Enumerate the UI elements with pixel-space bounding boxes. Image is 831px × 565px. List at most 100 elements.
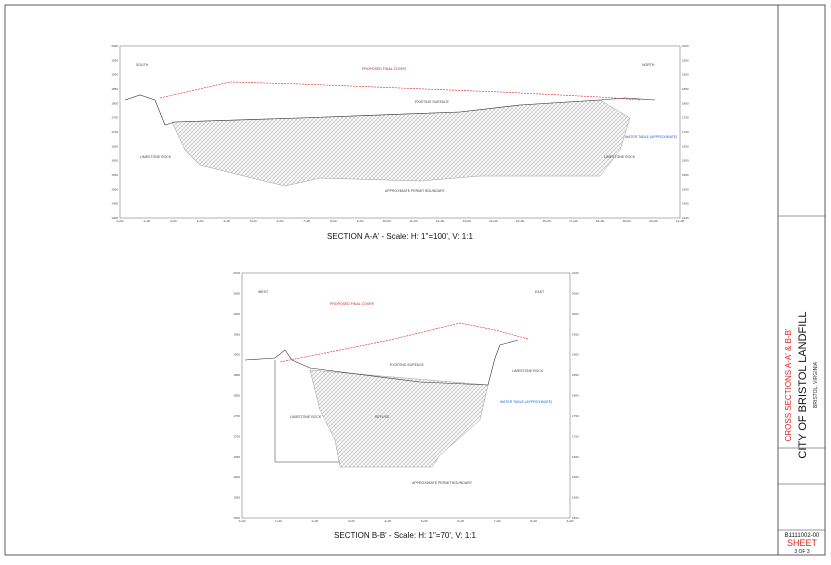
annotation: APPROXIMATE PERMIT BOUNDARY [385, 189, 446, 193]
elevation-label: 1500 [682, 187, 689, 191]
annotation: PROPOSED FINAL COVER [362, 67, 406, 71]
existing-surface [124, 94, 656, 126]
station-label: 9+00 [357, 219, 364, 223]
elevation-label: 1450 [111, 202, 118, 206]
sheet-border [4, 4, 826, 556]
station-label: 4+00 [384, 519, 391, 523]
elevation-label: 1500 [233, 516, 240, 520]
elevation-label: 1900 [111, 73, 118, 77]
elevation-label: 1800 [572, 394, 579, 398]
elevation-label: 1550 [572, 496, 579, 500]
station-label: 5+00 [421, 519, 428, 523]
station-label: 8+00 [530, 519, 537, 523]
annotation: PROPOSED FINAL COVER [330, 302, 374, 306]
direction-label: NORTH [642, 63, 655, 67]
elevation-label: 1650 [233, 455, 240, 459]
station-label: 6+00 [277, 219, 284, 223]
refuse-area [171, 99, 631, 187]
elevation-label: 1400 [111, 216, 118, 220]
elevation-label: 1950 [682, 58, 689, 62]
elevation-label: 1650 [572, 455, 579, 459]
elevation-label: 2100 [572, 271, 579, 275]
drawing-number: B1111002-00 [785, 533, 820, 539]
station-label: 8+00 [330, 219, 337, 223]
annotation: LIMESTONE ROCK [140, 155, 172, 159]
elevation-label: 1900 [682, 73, 689, 77]
elevation-label: 1950 [111, 58, 118, 62]
elevation-label: 1850 [572, 373, 579, 377]
station-label: 2+00 [170, 219, 177, 223]
elevation-label: 1750 [111, 116, 118, 120]
station-label: 7+00 [494, 519, 501, 523]
station-label: 20+00 [649, 219, 658, 223]
annotation: WATER TABLE (APPROXIMATE) [625, 135, 677, 139]
elevation-label: 1600 [233, 475, 240, 479]
direction-label: SOUTH [136, 63, 149, 67]
existing-surface [244, 339, 519, 386]
elevation-label: 2000 [682, 44, 689, 48]
elevation-label: 1800 [111, 101, 118, 105]
elevation-label: 1750 [682, 116, 689, 120]
station-label: 5+00 [250, 219, 257, 223]
sheet-number: 3 OF 3 [794, 549, 810, 555]
station-label: 9+00 [567, 519, 574, 523]
section-title: SECTION A-A' - Scale: H: 1"=100', V: 1:1 [327, 232, 473, 241]
elevation-label: 1700 [682, 130, 689, 134]
station-label: 1+00 [143, 219, 150, 223]
elevation-label: 1800 [233, 394, 240, 398]
annotation: LIMESTONE ROCK [290, 415, 322, 419]
station-label: 19+00 [622, 219, 631, 223]
elevation-label: 1800 [682, 101, 689, 105]
annotation: EXISTING SURFACE [390, 363, 425, 367]
station-label: 4+00 [223, 219, 230, 223]
refuse-area [309, 369, 489, 468]
direction-label: EAST [535, 290, 545, 294]
final-cover [279, 322, 529, 363]
elevation-label: 1550 [682, 173, 689, 177]
elevation-label: 2000 [233, 312, 240, 316]
station-label: 3+00 [348, 519, 355, 523]
elevation-label: 1950 [572, 332, 579, 336]
elevation-label: 2050 [233, 291, 240, 295]
elevation-label: 1550 [233, 496, 240, 500]
annotation: LIMESTONE ROCK [604, 155, 636, 159]
direction-label: WEST [258, 290, 269, 294]
final-cover [159, 81, 641, 101]
station-label: 13+00 [462, 219, 471, 223]
elevation-label: 1450 [682, 202, 689, 206]
annotation: REFUSE [375, 415, 390, 419]
station-label: 3+00 [197, 219, 204, 223]
elevation-label: 1850 [233, 373, 240, 377]
project-location: BRISTOL, VIRGINIA [813, 361, 819, 408]
annotation: EXISTING SURFACE [415, 100, 450, 104]
section-frame [241, 272, 571, 519]
station-label: 21+00 [676, 219, 685, 223]
drawing-title: CROSS SECTIONS A-A' & B-B' [784, 328, 793, 441]
project-name: CITY OF BRISTOL LANDFILL [797, 311, 809, 458]
elevation-label: 1850 [682, 87, 689, 91]
elevation-label: 1500 [111, 187, 118, 191]
station-label: 0+00 [239, 519, 246, 523]
elevation-label: 1700 [572, 434, 579, 438]
permit-boundary [274, 360, 340, 463]
elevation-label: 2050 [572, 291, 579, 295]
station-label: 15+00 [516, 219, 525, 223]
section-frame [119, 45, 681, 219]
station-label: 18+00 [596, 219, 605, 223]
elevation-label: 1700 [111, 130, 118, 134]
annotation: APPROXIMATE PERMIT BOUNDARY [412, 481, 473, 485]
elevation-label: 1700 [233, 434, 240, 438]
elevation-label: 1850 [111, 87, 118, 91]
sheet-label: SHEET [787, 538, 818, 548]
elevation-label: 1750 [572, 414, 579, 418]
elevation-label: 1750 [233, 414, 240, 418]
annotation: WATER TABLE (APPROXIMATE) [500, 400, 552, 404]
station-label: 17+00 [569, 219, 578, 223]
elevation-label: 1600 [111, 159, 118, 163]
station-label: 0+00 [117, 219, 124, 223]
station-label: 6+00 [457, 519, 464, 523]
elevation-label: 1550 [111, 173, 118, 177]
elevation-label: 1650 [682, 144, 689, 148]
elevation-label: 1500 [572, 516, 579, 520]
station-label: 12+00 [436, 219, 445, 223]
